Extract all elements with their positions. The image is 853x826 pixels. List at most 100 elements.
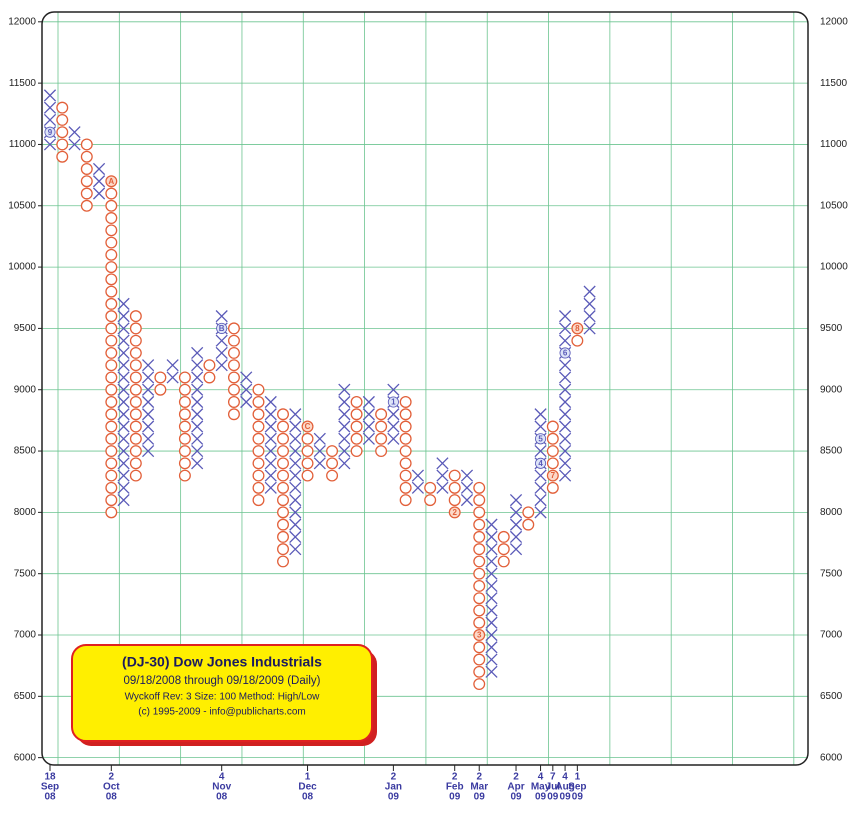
marker-bg <box>547 470 559 482</box>
x-box <box>289 444 302 458</box>
o-box <box>178 445 191 458</box>
marker-label: A <box>108 177 114 186</box>
o-box <box>252 457 265 470</box>
x-tick-label: 2 <box>452 772 458 783</box>
x-tick-label: 09 <box>560 792 572 803</box>
o-box <box>277 543 289 556</box>
marker-bg <box>302 420 314 433</box>
legend-background <box>71 644 373 742</box>
x-tick-label: Apr <box>507 782 524 793</box>
o-box <box>546 457 559 470</box>
o-box <box>326 469 339 482</box>
y-tick-label: 11000 <box>9 139 37 150</box>
x-box <box>43 113 57 127</box>
x-box <box>92 175 106 188</box>
y-tick-label: 9000 <box>14 384 37 395</box>
y-tick-label-right: 11000 <box>820 139 848 150</box>
o-box <box>129 420 142 433</box>
legend-copyright: (c) 1995-2009 - info@publicharts.com <box>138 707 305 718</box>
o-box <box>350 420 363 433</box>
x-tick-label: 09 <box>572 792 584 803</box>
o-box <box>105 248 118 261</box>
o-box <box>473 555 486 568</box>
o-box <box>227 371 240 384</box>
x-box <box>191 420 204 433</box>
o-box <box>56 126 69 139</box>
vertical-grid <box>42 12 808 765</box>
x-box <box>289 506 302 519</box>
x-box <box>436 481 449 494</box>
x-box <box>436 457 449 470</box>
x-box <box>166 359 179 372</box>
marker-bg <box>216 322 228 334</box>
o-box <box>473 530 486 543</box>
o-box <box>56 101 69 114</box>
x-tick-label: Aug <box>555 782 574 793</box>
x-box <box>92 187 106 200</box>
x-box <box>387 432 400 445</box>
x-box <box>411 469 425 482</box>
o-box <box>154 383 167 396</box>
x-box <box>387 420 400 433</box>
o-box <box>105 481 118 494</box>
x-box <box>117 359 130 372</box>
x-box <box>117 297 130 310</box>
o-box <box>105 199 118 212</box>
o-box <box>326 445 339 458</box>
o-box <box>473 641 486 654</box>
y-tick-label-right: 8500 <box>820 446 843 457</box>
x-box <box>142 371 155 384</box>
o-box <box>178 457 191 470</box>
x-box <box>338 408 351 421</box>
x-box <box>191 346 204 360</box>
x-box <box>117 469 130 482</box>
x-tick-label: Jul <box>546 782 561 793</box>
marker-label: C <box>305 422 311 431</box>
o-box <box>80 199 93 212</box>
o-box <box>105 457 118 470</box>
x-box <box>558 383 572 396</box>
x-box <box>142 395 155 409</box>
marker-bg <box>105 175 117 187</box>
o-box <box>105 261 118 274</box>
o-box <box>473 543 486 556</box>
o-box <box>399 445 412 458</box>
x-box <box>534 408 547 421</box>
x-box <box>92 162 106 176</box>
o-box <box>448 494 461 507</box>
x-box <box>534 420 547 433</box>
y-tick-label: 10500 <box>8 200 36 211</box>
x-box <box>191 432 204 445</box>
o-box <box>203 371 216 384</box>
o-box <box>301 457 314 470</box>
o-box <box>178 469 191 482</box>
x-box <box>583 310 596 323</box>
o-box <box>277 445 289 458</box>
x-box <box>583 322 596 335</box>
o-box <box>252 408 265 421</box>
marker-bg <box>387 396 399 408</box>
marker-label: B <box>219 324 225 333</box>
y-tick-label: 7500 <box>14 568 37 579</box>
o-box <box>473 506 486 519</box>
o-box <box>399 494 412 507</box>
o-box <box>129 457 142 470</box>
o-box <box>277 494 289 507</box>
o-box <box>178 420 191 433</box>
y-tick-label: 11500 <box>9 78 37 89</box>
x-box <box>289 408 302 421</box>
o-box <box>105 445 118 458</box>
x-box <box>338 420 351 433</box>
x-box <box>485 628 498 642</box>
o-box <box>129 383 142 396</box>
o-box <box>448 469 461 482</box>
o-box <box>105 494 118 507</box>
o-box <box>350 408 363 421</box>
o-box <box>375 445 388 458</box>
x-box <box>534 506 547 519</box>
o-box <box>129 408 142 421</box>
x-box <box>485 641 498 654</box>
x-box <box>558 420 572 433</box>
x-box <box>289 457 302 470</box>
x-box <box>43 138 57 151</box>
